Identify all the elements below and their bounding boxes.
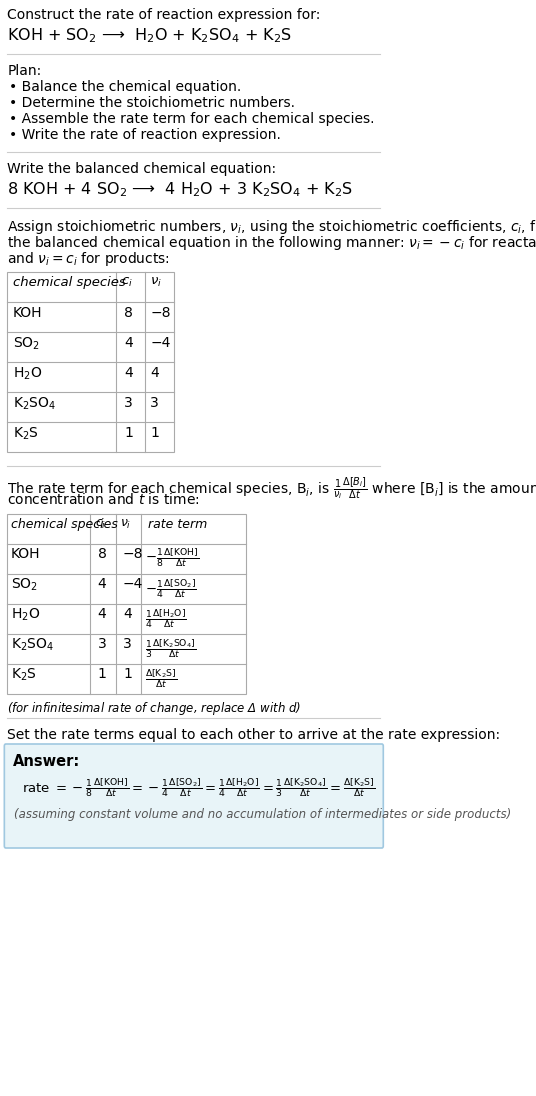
Text: −8: −8 — [151, 306, 171, 320]
Text: (for infinitesimal rate of change, replace Δ with $d$): (for infinitesimal rate of change, repla… — [7, 700, 301, 717]
Text: 4: 4 — [151, 366, 159, 380]
Text: −4: −4 — [123, 576, 143, 591]
Text: rate $= -\frac{1}{8}\frac{\Delta[\mathrm{KOH}]}{\Delta t} = -\frac{1}{4}\frac{\D: rate $= -\frac{1}{8}\frac{\Delta[\mathrm… — [21, 776, 375, 799]
Text: 3: 3 — [123, 637, 132, 651]
Text: • Assemble the rate term for each chemical species.: • Assemble the rate term for each chemic… — [9, 112, 374, 126]
Text: 4: 4 — [123, 607, 132, 621]
Text: $\frac{1}{4}\frac{\Delta[\mathrm{H_2O}]}{\Delta t}$: $\frac{1}{4}\frac{\Delta[\mathrm{H_2O}]}… — [145, 607, 187, 630]
Bar — [7, 272, 174, 452]
Text: Set the rate terms equal to each other to arrive at the rate expression:: Set the rate terms equal to each other t… — [7, 728, 501, 742]
Text: Assign stoichiometric numbers, $\nu_i$, using the stoichiometric coefficients, $: Assign stoichiometric numbers, $\nu_i$, … — [7, 218, 536, 236]
Text: K$_2$SO$_4$: K$_2$SO$_4$ — [11, 637, 54, 653]
Text: Plan:: Plan: — [7, 64, 41, 78]
Text: 4: 4 — [124, 336, 133, 350]
Text: • Write the rate of reaction expression.: • Write the rate of reaction expression. — [9, 128, 280, 142]
Text: $-\frac{1}{8}\frac{\Delta[\mathrm{KOH}]}{\Delta t}$: $-\frac{1}{8}\frac{\Delta[\mathrm{KOH}]}… — [145, 547, 199, 569]
Text: Construct the rate of reaction expression for:: Construct the rate of reaction expressio… — [7, 8, 321, 22]
Text: SO$_2$: SO$_2$ — [13, 336, 40, 353]
Text: chemical species: chemical species — [13, 276, 126, 289]
Text: 1: 1 — [124, 426, 133, 439]
Text: The rate term for each chemical species, B$_i$, is $\frac{1}{\nu_i}\frac{\Delta[: The rate term for each chemical species,… — [7, 476, 536, 502]
Text: 3: 3 — [98, 637, 106, 651]
Text: $\frac{\Delta[\mathrm{K_2S}]}{\Delta t}$: $\frac{\Delta[\mathrm{K_2S}]}{\Delta t}$ — [145, 667, 177, 689]
Text: rate term: rate term — [148, 518, 207, 530]
Text: 8 KOH + 4 SO$_2$ ⟶  4 H$_2$O + 3 K$_2$SO$_4$ + K$_2$S: 8 KOH + 4 SO$_2$ ⟶ 4 H$_2$O + 3 K$_2$SO$… — [7, 180, 353, 198]
Text: KOH: KOH — [11, 547, 40, 561]
Text: $\nu_i$: $\nu_i$ — [120, 518, 131, 532]
Text: $c_i$: $c_i$ — [95, 518, 106, 532]
Text: $c_i$: $c_i$ — [122, 276, 133, 289]
Text: $\nu_i$: $\nu_i$ — [151, 276, 162, 289]
Text: −4: −4 — [151, 336, 171, 350]
Text: $-\frac{1}{4}\frac{\Delta[\mathrm{SO_2}]}{\Delta t}$: $-\frac{1}{4}\frac{\Delta[\mathrm{SO_2}]… — [145, 576, 197, 600]
Text: K$_2$S: K$_2$S — [11, 667, 36, 684]
Text: −8: −8 — [123, 547, 144, 561]
Text: (assuming constant volume and no accumulation of intermediates or side products): (assuming constant volume and no accumul… — [14, 808, 512, 821]
Text: and $\nu_i = c_i$ for products:: and $\nu_i = c_i$ for products: — [7, 250, 170, 269]
Text: H$_2$O: H$_2$O — [13, 366, 42, 383]
Text: K$_2$SO$_4$: K$_2$SO$_4$ — [13, 396, 56, 412]
Text: • Determine the stoichiometric numbers.: • Determine the stoichiometric numbers. — [9, 96, 295, 110]
Text: SO$_2$: SO$_2$ — [11, 576, 38, 593]
Text: 3: 3 — [151, 396, 159, 410]
Text: $\frac{1}{3}\frac{\Delta[\mathrm{K_2SO_4}]}{\Delta t}$: $\frac{1}{3}\frac{\Delta[\mathrm{K_2SO_4… — [145, 637, 196, 660]
Text: concentration and $t$ is time:: concentration and $t$ is time: — [7, 492, 200, 507]
Text: 4: 4 — [98, 607, 106, 621]
Text: 3: 3 — [124, 396, 133, 410]
Text: Write the balanced chemical equation:: Write the balanced chemical equation: — [7, 162, 277, 176]
Text: 4: 4 — [98, 576, 106, 591]
FancyBboxPatch shape — [4, 744, 383, 848]
Text: Answer:: Answer: — [13, 754, 80, 769]
Text: 1: 1 — [98, 667, 107, 681]
Text: 1: 1 — [151, 426, 159, 439]
Text: • Balance the chemical equation.: • Balance the chemical equation. — [9, 80, 241, 94]
Text: 8: 8 — [98, 547, 107, 561]
Bar — [7, 514, 246, 694]
Text: H$_2$O: H$_2$O — [11, 607, 40, 624]
Text: 8: 8 — [124, 306, 133, 320]
Text: K$_2$S: K$_2$S — [13, 426, 39, 443]
Text: 1: 1 — [123, 667, 132, 681]
Text: KOH + SO$_2$ ⟶  H$_2$O + K$_2$SO$_4$ + K$_2$S: KOH + SO$_2$ ⟶ H$_2$O + K$_2$SO$_4$ + K$… — [7, 26, 292, 45]
Text: KOH: KOH — [13, 306, 42, 320]
Text: 4: 4 — [124, 366, 133, 380]
Text: chemical species: chemical species — [11, 518, 118, 530]
Text: the balanced chemical equation in the following manner: $\nu_i = -c_i$ for react: the balanced chemical equation in the fo… — [7, 235, 536, 252]
